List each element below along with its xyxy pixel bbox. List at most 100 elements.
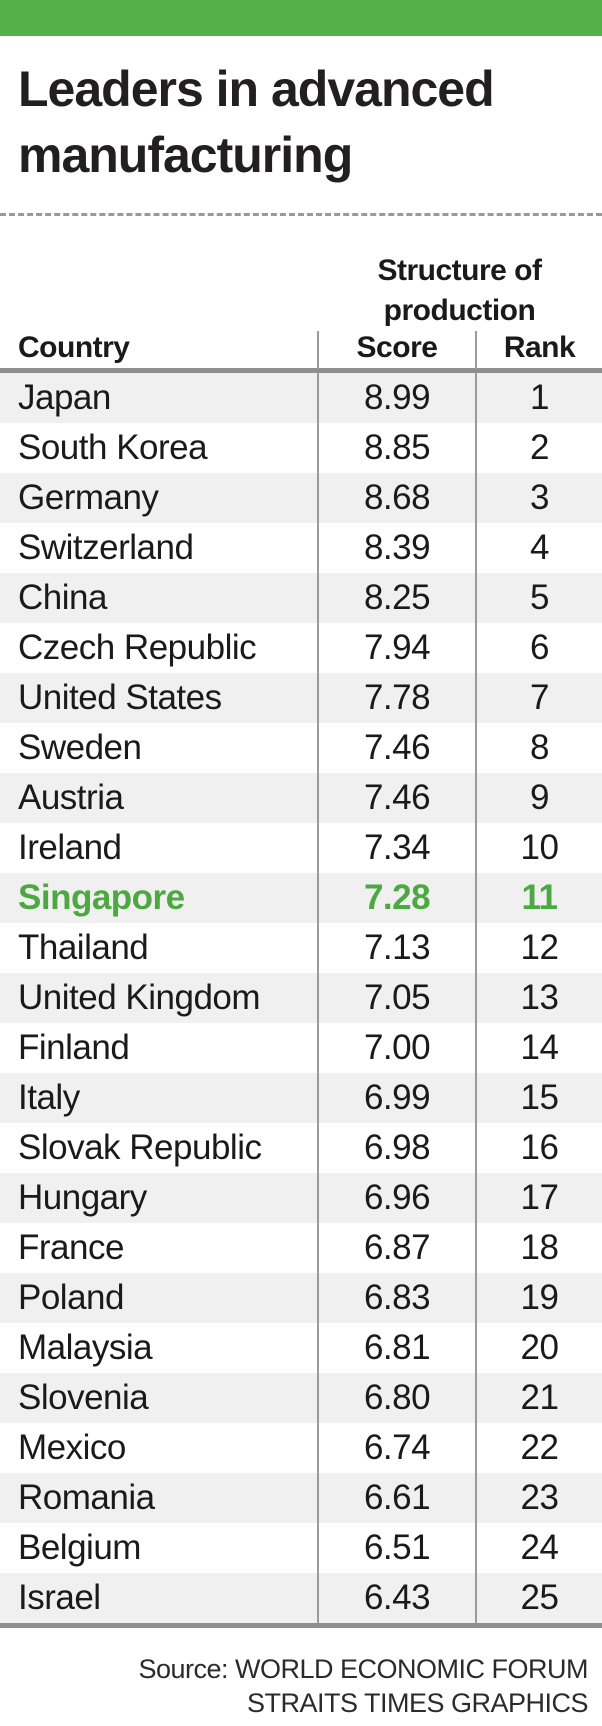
rank-cell: 10 <box>475 823 602 873</box>
score-cell: 7.05 <box>317 973 475 1023</box>
score-cell: 6.74 <box>317 1423 475 1473</box>
score-cell: 6.43 <box>317 1573 475 1623</box>
rank-cell: 1 <box>475 373 602 423</box>
table-row: Czech Republic 7.94 6 <box>0 623 602 673</box>
source-line-2: STRAITS TIMES GRAPHICS <box>246 1688 589 1718</box>
score-cell: 7.46 <box>317 723 475 773</box>
score-cell: 7.46 <box>317 773 475 823</box>
rank-cell: 9 <box>475 773 602 823</box>
rank-cell: 13 <box>475 973 602 1023</box>
dashed-divider <box>0 213 602 216</box>
score-cell: 7.34 <box>317 823 475 873</box>
rank-cell: 19 <box>475 1273 602 1323</box>
rank-cell: 23 <box>475 1473 602 1523</box>
rank-cell: 20 <box>475 1323 602 1373</box>
table-row: Thailand 7.13 12 <box>0 923 602 973</box>
table-row: France 6.87 18 <box>0 1223 602 1273</box>
table-row: Singapore 7.28 11 <box>0 873 602 923</box>
score-cell: 6.51 <box>317 1523 475 1573</box>
country-cell: Slovak Republic <box>18 1128 262 1167</box>
country-cell: Sweden <box>18 728 142 767</box>
table-row: United States 7.78 7 <box>0 673 602 723</box>
table-row: Switzerland 8.39 4 <box>0 523 602 573</box>
green-header-bar <box>0 0 602 36</box>
rank-cell: 22 <box>475 1423 602 1473</box>
rank-cell: 15 <box>475 1073 602 1123</box>
country-cell: Czech Republic <box>18 628 257 667</box>
country-cell: Hungary <box>18 1178 147 1217</box>
table-row: Belgium 6.51 24 <box>0 1523 602 1573</box>
score-cell: 6.61 <box>317 1473 475 1523</box>
country-cell: Malaysia <box>18 1328 153 1367</box>
rank-cell: 14 <box>475 1023 602 1073</box>
table-row: Germany 8.68 3 <box>0 473 602 523</box>
country-cell: Thailand <box>18 928 149 967</box>
country-cell: Romania <box>18 1478 155 1517</box>
table-row: Hungary 6.96 17 <box>0 1173 602 1223</box>
column-header-country: Country <box>18 331 130 364</box>
country-cell: Ireland <box>18 828 122 867</box>
rank-cell: 5 <box>475 573 602 623</box>
rank-cell: 3 <box>475 473 602 523</box>
table-row: Austria 7.46 9 <box>0 773 602 823</box>
score-cell: 8.68 <box>317 473 475 523</box>
score-cell: 7.28 <box>317 873 475 923</box>
country-cell: Germany <box>18 478 159 517</box>
source-credit: Source: WORLD ECONOMIC FORUM STRAITS TIM… <box>0 1652 588 1720</box>
rank-cell: 21 <box>475 1373 602 1423</box>
table-row: Mexico 6.74 22 <box>0 1423 602 1473</box>
score-cell: 6.87 <box>317 1223 475 1273</box>
table-row: Sweden 7.46 8 <box>0 723 602 773</box>
table-row: Japan 8.99 1 <box>0 373 602 423</box>
country-cell: Mexico <box>18 1428 126 1467</box>
table-row: Finland 7.00 14 <box>0 1023 602 1073</box>
rank-cell: 17 <box>475 1173 602 1223</box>
group-header-structure-of-production: Structure of production <box>377 254 542 327</box>
score-cell: 6.99 <box>317 1073 475 1123</box>
score-cell: 6.80 <box>317 1373 475 1423</box>
country-cell: United States <box>18 678 222 717</box>
score-cell: 7.94 <box>317 623 475 673</box>
country-cell: Italy <box>18 1078 80 1117</box>
source-line-1: Source: WORLD ECONOMIC FORUM <box>138 1654 588 1684</box>
country-cell: United Kingdom <box>18 978 261 1017</box>
rank-cell: 24 <box>475 1523 602 1573</box>
table-row: Ireland 7.34 10 <box>0 823 602 873</box>
table-row: Slovenia 6.80 21 <box>0 1373 602 1423</box>
table-row: United Kingdom 7.05 13 <box>0 973 602 1023</box>
table-row: China 8.25 5 <box>0 573 602 623</box>
score-cell: 6.83 <box>317 1273 475 1323</box>
rank-cell: 6 <box>475 623 602 673</box>
country-cell: Israel <box>18 1578 101 1617</box>
table-body: Japan 8.99 1 South Korea 8.85 2 Germany 8.68 3 Sw… <box>0 373 602 1628</box>
rank-cell: 7 <box>475 673 602 723</box>
country-cell: Slovenia <box>18 1378 149 1417</box>
country-cell: Poland <box>18 1278 124 1317</box>
table-row: Malaysia 6.81 20 <box>0 1323 602 1373</box>
table-row: Israel 6.43 25 <box>0 1573 602 1623</box>
score-cell: 8.85 <box>317 423 475 473</box>
table-row: Slovak Republic 6.98 16 <box>0 1123 602 1173</box>
table-column-headers: Country Score Rank <box>0 331 602 373</box>
column-header-score: Score <box>317 331 475 369</box>
rank-cell: 25 <box>475 1573 602 1623</box>
country-cell: Belgium <box>18 1528 141 1567</box>
table-row: Poland 6.83 19 <box>0 1273 602 1323</box>
page-title: Leaders in advanced manufacturing <box>18 61 495 183</box>
table-row: South Korea 8.85 2 <box>0 423 602 473</box>
score-cell: 7.00 <box>317 1023 475 1073</box>
table-row: Romania 6.61 23 <box>0 1473 602 1523</box>
country-cell: Austria <box>18 778 124 817</box>
score-cell: 7.78 <box>317 673 475 723</box>
ranking-table: Structure of production Country Score Ra… <box>0 251 602 1628</box>
rank-cell: 2 <box>475 423 602 473</box>
country-cell: Singapore <box>18 878 185 917</box>
score-cell: 8.25 <box>317 573 475 623</box>
rank-cell: 18 <box>475 1223 602 1273</box>
country-cell: Finland <box>18 1028 130 1067</box>
country-cell: South Korea <box>18 428 208 467</box>
country-cell: China <box>18 578 107 617</box>
score-cell: 7.13 <box>317 923 475 973</box>
table-group-header-row: Structure of production <box>0 251 602 331</box>
